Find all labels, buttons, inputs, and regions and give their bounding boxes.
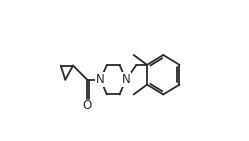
Text: O: O	[82, 99, 92, 112]
Text: N: N	[96, 73, 105, 86]
Text: N: N	[122, 73, 130, 86]
